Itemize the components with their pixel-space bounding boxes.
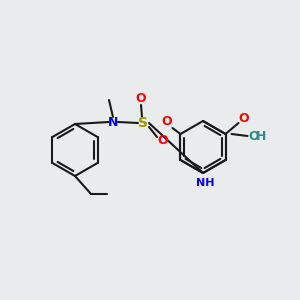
Text: O: O [238, 112, 249, 124]
Text: O: O [248, 130, 259, 142]
Text: O: O [158, 134, 168, 148]
Text: N: N [108, 116, 118, 128]
Text: O: O [161, 116, 172, 128]
Text: NH: NH [196, 178, 214, 188]
Text: S: S [138, 116, 148, 130]
Text: O: O [136, 92, 146, 106]
Text: H: H [256, 130, 267, 142]
